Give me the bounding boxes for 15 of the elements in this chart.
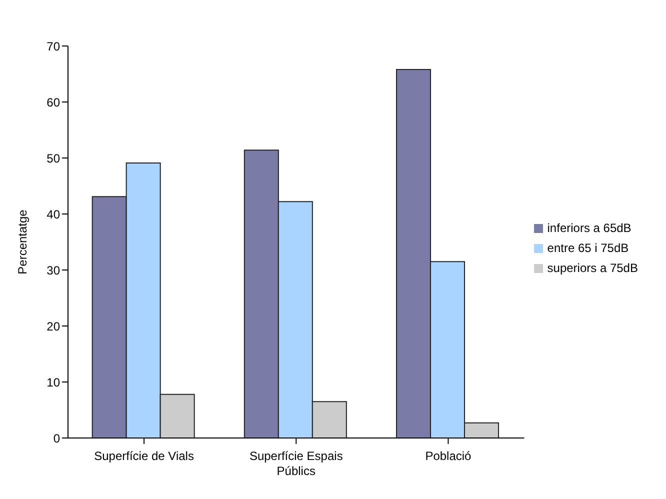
legend-label: superiors a 75dB — [547, 261, 638, 275]
y-tick-label: 10 — [46, 375, 60, 390]
y-axis-title: Percentatge — [15, 209, 30, 274]
x-tick-label: Superfície Espais Públics — [249, 449, 343, 478]
x-tick-label: Superfície de Vials — [94, 449, 194, 463]
y-tick-label: 40 — [46, 207, 60, 222]
y-tick-label: 0 — [53, 431, 60, 446]
y-tick-label: 50 — [46, 151, 60, 166]
y-tick-label: 30 — [46, 263, 60, 278]
y-tick-label: 20 — [46, 319, 60, 334]
y-tick-label: 60 — [46, 95, 60, 110]
legend-label: inferiors a 65dB — [547, 221, 632, 235]
x-tick-label: Població — [425, 449, 472, 463]
y-tick-label: 70 — [46, 39, 60, 54]
legend-label: entre 65 i 75dB — [547, 241, 629, 255]
